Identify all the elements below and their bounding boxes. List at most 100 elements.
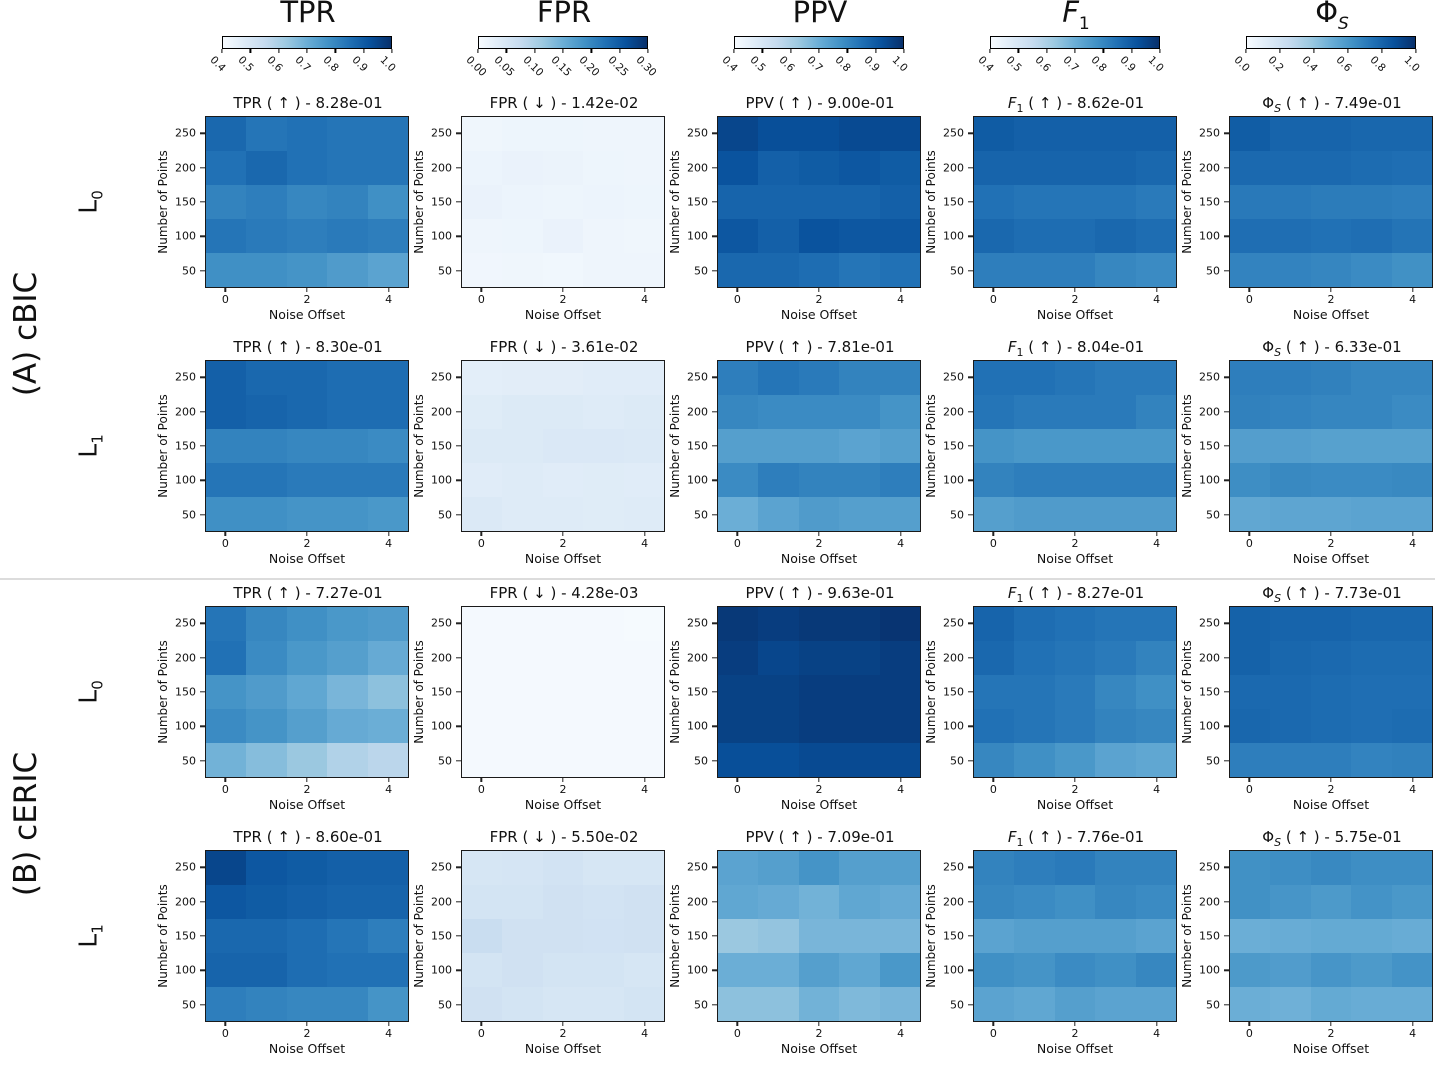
y-tick-mark xyxy=(1224,760,1229,762)
heatmap-cell xyxy=(1095,361,1136,395)
heatmap-cell xyxy=(839,185,880,219)
heatmap-cell xyxy=(1054,743,1096,777)
x-tick-mark xyxy=(899,778,902,782)
colorbar-tick-mark xyxy=(391,49,393,53)
heatmap-cell xyxy=(462,885,503,919)
heatmap-cell xyxy=(583,253,624,287)
heatmap-cell xyxy=(206,987,247,1021)
column-title-text: TPR xyxy=(280,0,336,29)
heatmap-cell xyxy=(367,641,408,675)
heatmap-cell xyxy=(1054,709,1096,743)
x-axis-label: Noise Offset xyxy=(268,797,346,812)
panel-title-value: ( ↑ ) - 7.76e-01 xyxy=(1023,828,1145,846)
heatmap-cell xyxy=(367,185,408,219)
y-tick-label: 50 xyxy=(694,998,708,1012)
panel-title: PPV ( ↑ ) - 7.09e-01 xyxy=(717,828,923,846)
heatmap-cell xyxy=(206,743,247,777)
y-tick-label: 250 xyxy=(1199,616,1220,630)
heatmap-cell xyxy=(367,361,408,395)
heatmap-cell xyxy=(1351,497,1392,531)
heatmap-cell xyxy=(1230,953,1271,987)
heatmap-cell xyxy=(1054,919,1096,953)
heatmap-cell xyxy=(1095,429,1136,463)
y-axis-ticks: 250 200 150 100 50 xyxy=(169,360,205,532)
x-axis-ticks: 0 2 4 xyxy=(205,288,409,306)
y-axis-label: Number of Points xyxy=(1180,640,1194,744)
y-axis-ticks: 250 200 150 100 50 xyxy=(1193,116,1229,288)
heatmap-grid xyxy=(205,360,409,532)
y-tick-mark xyxy=(200,760,205,762)
colorbar-tick-label: 0.8 xyxy=(1088,54,1110,75)
y-tick-mark xyxy=(1224,656,1229,659)
y-tick-label: 50 xyxy=(950,508,964,522)
heatmap-cell xyxy=(798,429,840,463)
y-tick-label: 100 xyxy=(175,963,196,977)
heatmap-cell xyxy=(718,497,759,531)
heatmap-cell xyxy=(1270,743,1311,777)
heatmap-cell xyxy=(327,641,368,675)
colorbar-tick-mark xyxy=(534,49,536,53)
heatmap-cell xyxy=(583,885,624,919)
panel-title-value: ( ↑ ) - 5.75e-01 xyxy=(1281,828,1402,846)
y-tick-label: 200 xyxy=(175,651,196,665)
heatmap-cell xyxy=(1310,395,1352,429)
y-axis-ticks: 250 200 150 100 50 xyxy=(169,606,205,778)
x-tick-label: 2 xyxy=(303,293,311,306)
heatmap-cell xyxy=(367,675,408,709)
heatmap-cell xyxy=(367,851,408,885)
heatmap-cell xyxy=(1270,885,1311,919)
heatmap-cell xyxy=(1095,641,1136,675)
x-tick-mark xyxy=(387,532,390,536)
heatmap-grid xyxy=(973,360,1177,532)
y-tick-label: 250 xyxy=(175,126,196,140)
y-tick-mark xyxy=(456,1004,461,1006)
heatmap-cell xyxy=(1351,885,1392,919)
y-tick-label: 200 xyxy=(1199,895,1220,909)
heatmap-cell xyxy=(206,675,247,709)
column-header-f1: F1 0.4 0.5 0.6 0.7 0.8 0.9 1.0 xyxy=(923,0,1179,92)
y-tick-label: 150 xyxy=(943,195,964,209)
heatmap-cell xyxy=(1014,743,1055,777)
column-title-subscript: S xyxy=(1338,13,1349,34)
y-tick-label: 100 xyxy=(431,473,452,487)
heatmap-cell xyxy=(1095,497,1136,531)
panel-title-metric: PPV xyxy=(745,338,774,356)
heatmap-cell xyxy=(718,851,759,885)
y-tick-mark xyxy=(456,622,461,624)
heatmap-grid xyxy=(717,116,921,288)
heatmap-cell xyxy=(542,743,584,777)
x-axis-ticks: 0 2 4 xyxy=(461,532,665,550)
heatmap-cell xyxy=(1270,429,1311,463)
heatmap-cell xyxy=(367,429,408,463)
heatmap-cell xyxy=(1310,117,1352,151)
x-axis-label: Noise Offset xyxy=(780,1041,858,1056)
heatmap-cell xyxy=(583,709,624,743)
column-title: F1 xyxy=(973,0,1179,34)
heatmap-cell xyxy=(502,429,543,463)
x-axis-ticks: 0 2 4 xyxy=(973,1022,1177,1040)
x-tick-mark xyxy=(1155,288,1158,292)
x-tick-label: 0 xyxy=(477,783,485,796)
colorbar-gradient xyxy=(990,36,1160,49)
x-tick-label: 4 xyxy=(385,537,393,550)
colorbar-tick-label: 0.5 xyxy=(747,54,769,75)
y-tick-mark xyxy=(456,166,461,169)
heatmap-cell xyxy=(1230,743,1271,777)
heatmap-cell xyxy=(286,851,328,885)
heatmap-cell xyxy=(462,463,503,497)
heatmap-cell xyxy=(798,463,840,497)
heatmap-cell xyxy=(1310,675,1352,709)
y-tick-mark xyxy=(456,866,461,868)
heatmap-cell xyxy=(206,219,247,253)
group-label-b: (B) cERIC xyxy=(8,751,44,897)
x-tick-mark xyxy=(562,1022,564,1026)
y-axis-label: Number of Points xyxy=(1180,884,1194,988)
x-tick-label: 0 xyxy=(221,537,229,550)
x-tick-label: 2 xyxy=(559,1027,567,1040)
heatmap-cell xyxy=(367,151,408,185)
y-tick-label: 100 xyxy=(175,229,196,243)
heatmap-cell xyxy=(1135,743,1176,777)
heatmap-cell xyxy=(583,463,624,497)
heatmap-cell xyxy=(1230,607,1271,641)
heatmap-cell xyxy=(327,987,368,1021)
